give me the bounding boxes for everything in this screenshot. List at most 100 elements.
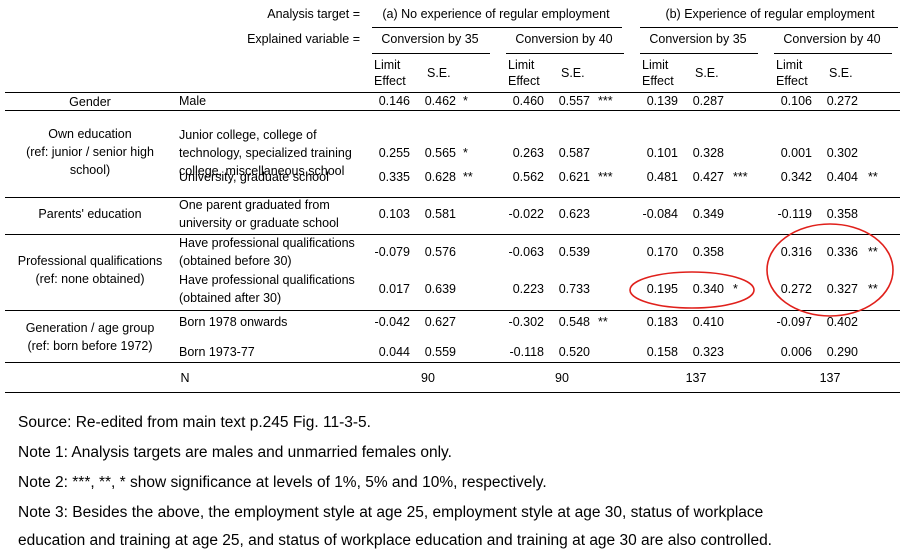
limit-effect-cell: 0.335 <box>378 170 410 184</box>
se-cell: 0.462 <box>424 94 456 108</box>
se-cell: 0.287 <box>692 94 724 108</box>
se-label-4: S.E. <box>829 66 853 80</box>
se-cell: 0.358 <box>692 245 724 259</box>
significance-stars: *** <box>733 170 748 184</box>
row-label-2-line-2: technology, specialized training <box>179 146 352 160</box>
se-cell: 0.621 <box>558 170 590 184</box>
significance-stars: *** <box>598 94 613 108</box>
header-bottom-rule <box>5 92 900 93</box>
effect-label-4: Effect <box>776 74 808 88</box>
subheader-2: Conversion by 40 <box>515 32 613 46</box>
subheader-rule-1 <box>372 53 490 54</box>
subheader-4: Conversion by 40 <box>783 32 881 46</box>
highlight-ellipse-qualifications <box>766 223 894 317</box>
significance-stars: ** <box>868 282 878 296</box>
significance-stars: ** <box>868 170 878 184</box>
subheader-rule-4 <box>774 53 892 54</box>
significance-stars: *** <box>598 170 613 184</box>
limit-effect-cell: -0.022 <box>508 207 544 221</box>
limit-effect-cell: 0.255 <box>378 146 410 160</box>
limit-effect-cell: 0.146 <box>378 94 410 108</box>
subheader-3: Conversion by 35 <box>649 32 747 46</box>
significance-stars: * <box>463 94 468 108</box>
n-value-2: 90 <box>555 371 569 385</box>
n-label: N <box>180 371 190 385</box>
se-cell: 0.427 <box>692 170 724 184</box>
limit-effect-cell: -0.118 <box>509 345 544 359</box>
significance-stars: ** <box>463 170 473 184</box>
limit-effect-cell: 0.101 <box>646 146 678 160</box>
limit-effect-cell: 0.017 <box>378 282 410 296</box>
row-label-6: Have professional qualifications <box>179 273 355 287</box>
limit-label-4: Limit <box>776 58 803 72</box>
limit-effect-cell: 0.195 <box>646 282 678 296</box>
se-cell: 0.587 <box>558 146 590 160</box>
group-label-5-line-2: (ref: born before 1972) <box>27 339 153 353</box>
limit-label-2: Limit <box>508 58 535 72</box>
limit-effect-cell: -0.063 <box>508 245 544 259</box>
se-label-2: S.E. <box>561 66 585 80</box>
effect-label-1: Effect <box>374 74 406 88</box>
n-value-4: 137 <box>819 371 841 385</box>
group-label-2-line-2: (ref: junior / senior high <box>26 145 154 159</box>
limit-effect-cell: -0.084 <box>642 207 678 221</box>
group-rule-1 <box>5 110 900 111</box>
limit-effect-cell: 0.562 <box>512 170 544 184</box>
n-value-1: 90 <box>421 371 435 385</box>
source-note: Source: Re-edited from main text p.245 F… <box>18 414 371 431</box>
se-cell: 0.302 <box>826 146 858 160</box>
se-cell: 0.340 <box>692 282 724 296</box>
significance-stars: ** <box>598 315 608 329</box>
se-cell: 0.559 <box>424 345 456 359</box>
group-label-5: Generation / age group <box>25 321 155 335</box>
limit-effect-cell: 0.223 <box>512 282 544 296</box>
se-cell: 0.539 <box>558 245 590 259</box>
limit-effect-cell: -0.302 <box>508 315 544 329</box>
note-3: Note 3: Besides the above, the employmen… <box>18 504 764 521</box>
significance-stars: * <box>733 282 738 296</box>
se-cell: 0.565 <box>424 146 456 160</box>
group-rule-4 <box>5 310 900 311</box>
se-cell: 0.402 <box>826 315 858 329</box>
se-cell: 0.327 <box>826 282 858 296</box>
se-cell: 0.410 <box>692 315 724 329</box>
limit-effect-cell: 0.106 <box>780 94 812 108</box>
group-rule-3 <box>5 234 900 235</box>
note-1: Note 1: Analysis targets are males and u… <box>18 444 452 461</box>
effect-label-2: Effect <box>508 74 540 88</box>
note-2: Note 2: ***, **, * show significance at … <box>18 474 547 491</box>
subheader-rule-2 <box>506 53 624 54</box>
se-cell: 0.328 <box>692 146 724 160</box>
limit-effect-cell: 0.139 <box>646 94 678 108</box>
row-label-7: Born 1978 onwards <box>179 315 288 329</box>
limit-effect-cell: -0.079 <box>374 245 410 259</box>
limit-effect-cell: 0.342 <box>780 170 812 184</box>
group-label-1: Gender <box>69 95 111 109</box>
limit-effect-cell: 0.158 <box>646 345 678 359</box>
se-cell: 0.404 <box>826 170 858 184</box>
row-label-1: Male <box>179 94 207 108</box>
se-cell: 0.290 <box>826 345 858 359</box>
limit-effect-cell: 0.316 <box>780 245 812 259</box>
n-value-3: 137 <box>685 371 707 385</box>
se-cell: 0.520 <box>558 345 590 359</box>
se-cell: 0.639 <box>424 282 456 296</box>
group-b-header: (b) Experience of regular employment <box>665 7 875 21</box>
significance-stars: ** <box>868 245 878 259</box>
se-cell: 0.623 <box>558 207 590 221</box>
row-label-8: Born 1973-77 <box>179 345 255 359</box>
se-cell: 0.272 <box>826 94 858 108</box>
group-rule-5 <box>5 362 900 363</box>
subheader-1: Conversion by 35 <box>381 32 479 46</box>
limit-effect-cell: 0.170 <box>646 245 678 259</box>
limit-effect-cell: 0.183 <box>646 315 678 329</box>
limit-effect-cell: -0.119 <box>777 207 812 221</box>
limit-effect-cell: 0.044 <box>378 345 410 359</box>
limit-effect-cell: 0.460 <box>512 94 544 108</box>
group-a-header: (a) No experience of regular employment <box>382 7 610 21</box>
group-label-2-line-3: school) <box>69 163 111 177</box>
se-cell: 0.628 <box>424 170 456 184</box>
limit-label-1: Limit <box>374 58 401 72</box>
significance-stars: * <box>463 146 468 160</box>
se-cell: 0.358 <box>826 207 858 221</box>
